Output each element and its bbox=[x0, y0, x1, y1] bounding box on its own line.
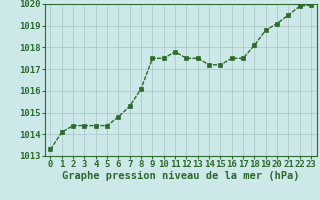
X-axis label: Graphe pression niveau de la mer (hPa): Graphe pression niveau de la mer (hPa) bbox=[62, 171, 300, 181]
